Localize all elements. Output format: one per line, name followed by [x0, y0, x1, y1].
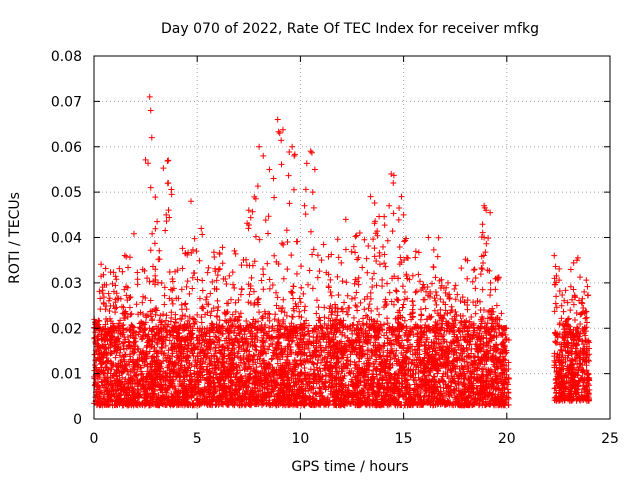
data-point — [343, 357, 350, 364]
data-point — [257, 360, 264, 367]
data-point — [307, 366, 314, 373]
data-point — [212, 333, 219, 340]
data-point — [338, 347, 345, 354]
data-point — [384, 347, 391, 354]
data-point — [131, 349, 138, 356]
data-point — [127, 332, 134, 339]
data-point — [247, 333, 254, 340]
data-point — [473, 371, 480, 378]
data-point — [338, 355, 345, 362]
data-point — [206, 333, 213, 340]
data-point — [332, 353, 339, 360]
data-point — [121, 339, 128, 346]
data-point — [421, 392, 428, 399]
data-point — [380, 349, 387, 356]
data-point — [361, 360, 368, 367]
data-point — [461, 336, 468, 343]
data-point — [463, 359, 470, 366]
data-point — [459, 329, 466, 336]
data-points — [91, 93, 593, 409]
data-point — [456, 328, 463, 335]
grid-lines — [94, 56, 610, 419]
data-point — [112, 354, 119, 361]
data-point — [236, 342, 243, 349]
data-point — [505, 365, 512, 372]
data-point — [292, 358, 299, 365]
data-point — [298, 361, 305, 368]
data-point — [502, 331, 509, 338]
data-point — [251, 352, 258, 359]
data-point — [198, 355, 205, 362]
data-point — [388, 345, 395, 352]
data-point — [242, 365, 249, 372]
data-point — [353, 351, 360, 358]
